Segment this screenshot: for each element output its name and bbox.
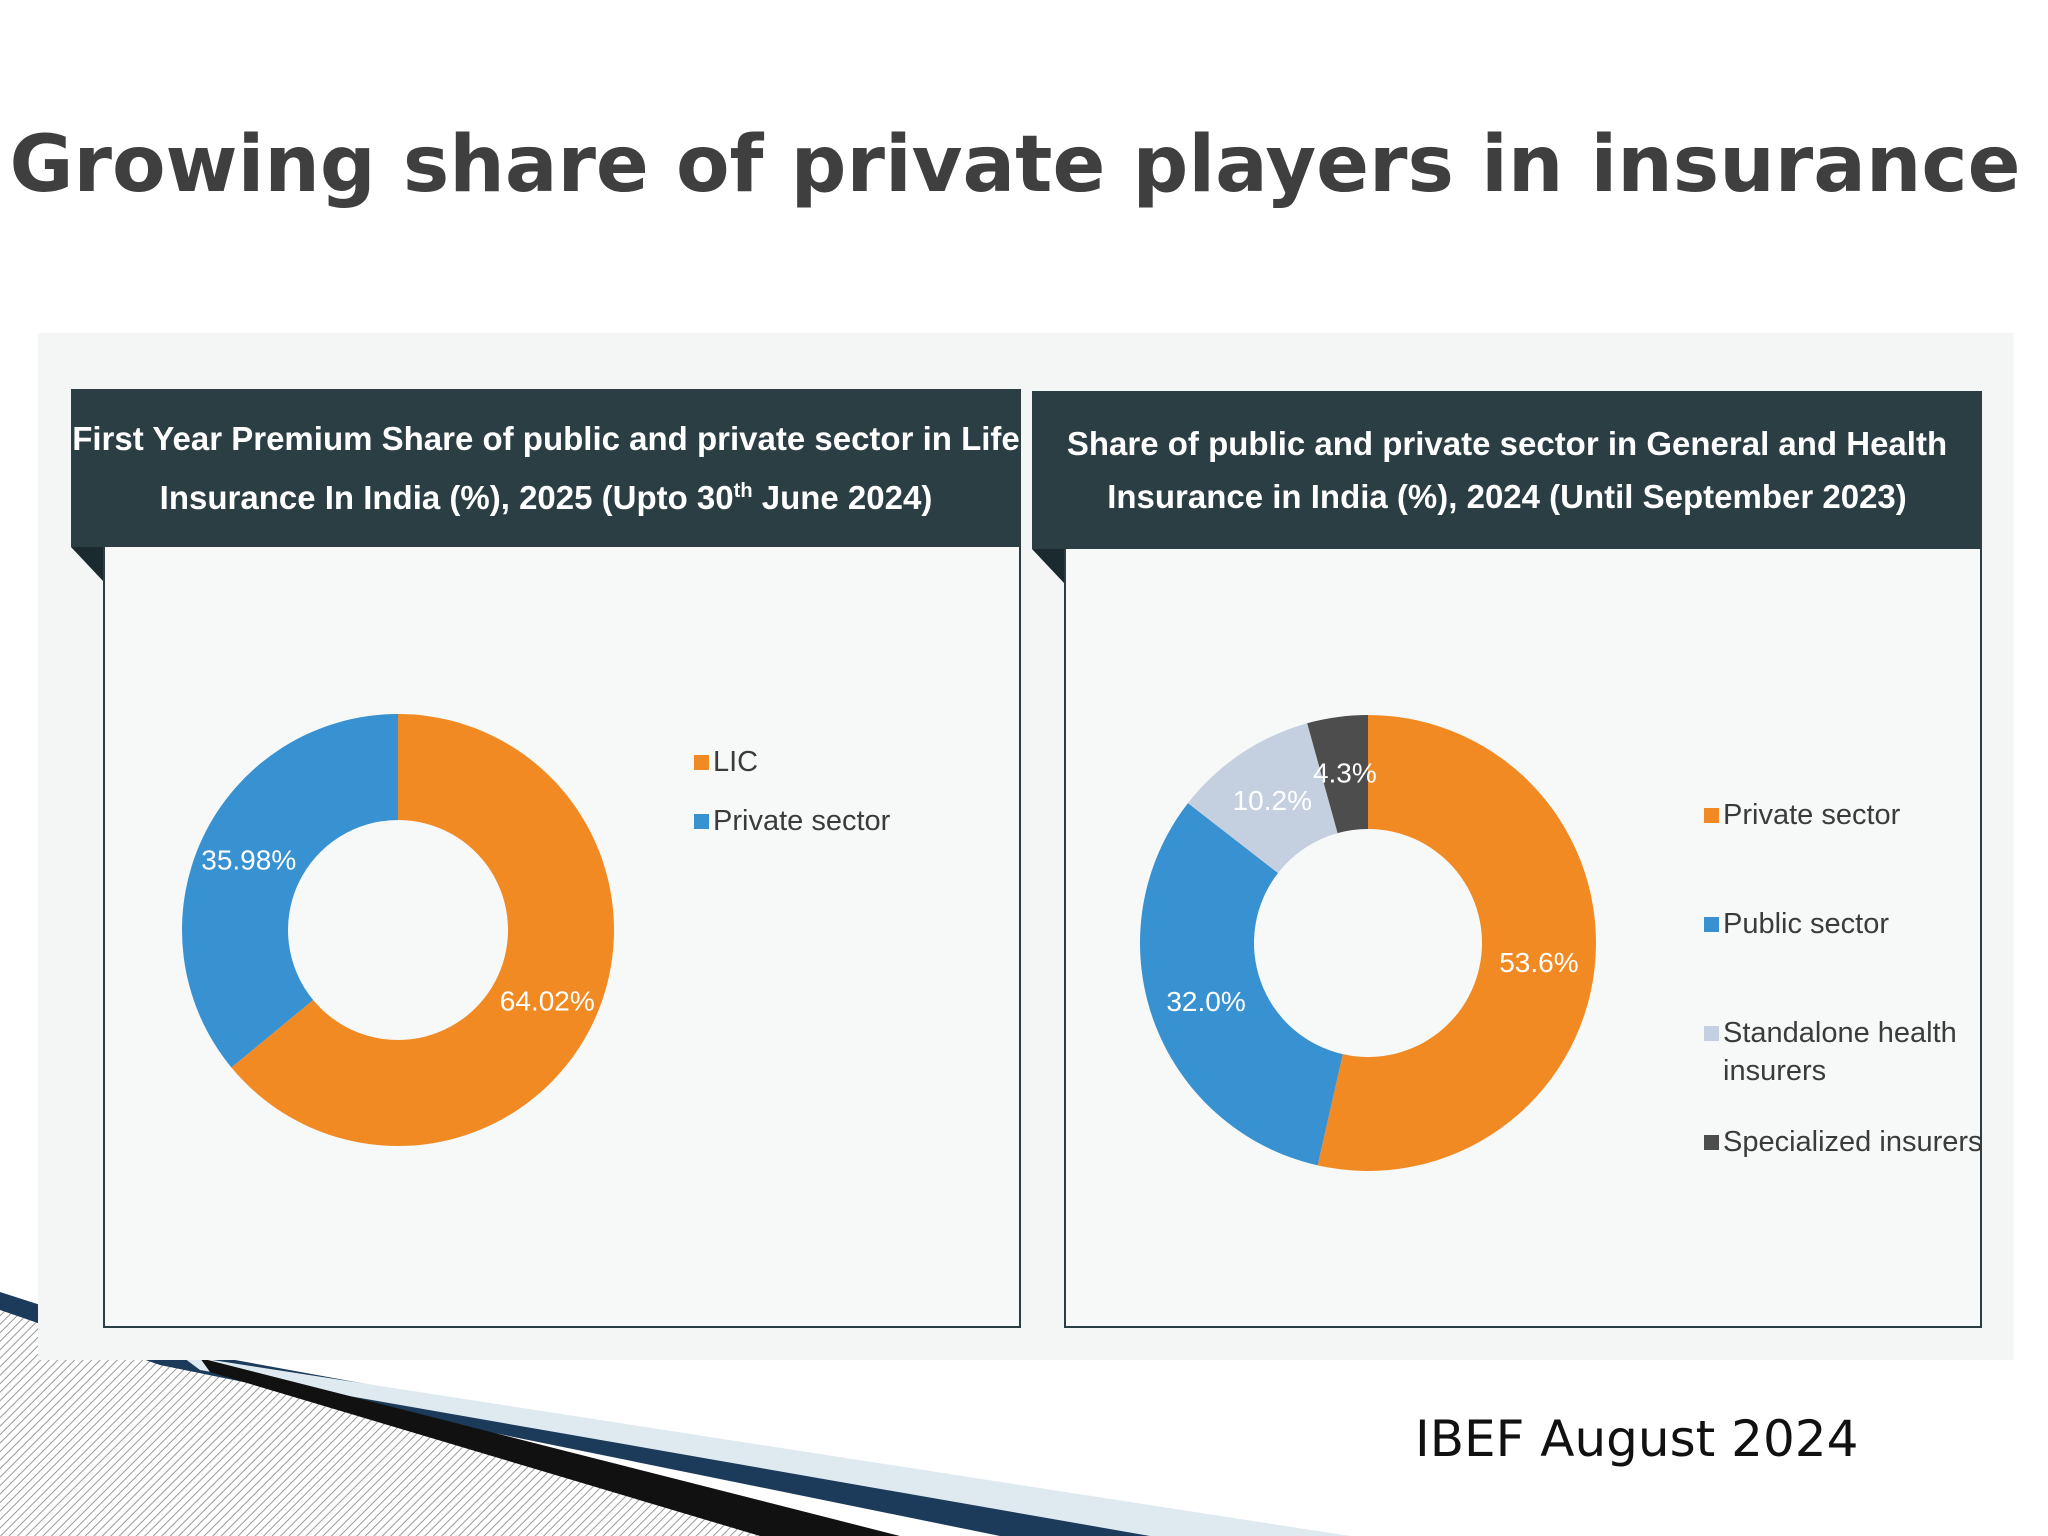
infographic-image: First Year Premium Share of public and p… bbox=[38, 333, 2014, 1360]
source-note: IBEF August 2024 bbox=[1415, 1410, 1859, 1468]
slice-label-lic: 64.02% bbox=[500, 985, 595, 1016]
legend-label-standalone-health: Standalone health insurers bbox=[1723, 1017, 1957, 1087]
donut-slice-private-sector bbox=[1317, 715, 1596, 1171]
legend-swatch-private-sector bbox=[1704, 808, 1719, 823]
slice-label-standalone-health-insurers: 10.2% bbox=[1233, 785, 1312, 816]
legend-label-private-sector: Private sector bbox=[1723, 799, 1901, 831]
slice-label-public-sector: 32.0% bbox=[1166, 986, 1245, 1017]
legend-swatch-lic bbox=[694, 755, 709, 770]
life-insurance-panel: First Year Premium Share of public and p… bbox=[71, 389, 1021, 1339]
general-chart-title: Share of public and private sector in Ge… bbox=[1032, 391, 1982, 549]
slice-label-specialized-insurers: 4.3% bbox=[1313, 758, 1377, 789]
legend-swatch-standalone-health bbox=[1704, 1026, 1719, 1041]
header-fold bbox=[71, 547, 103, 581]
general-donut-chart: 53.6% 32.0% 10.2%4.3% bbox=[1140, 715, 1596, 1171]
legend-label-public-sector: Public sector bbox=[1723, 908, 1890, 940]
life-chart-title-line1: First Year Premium Share of public and p… bbox=[72, 420, 1020, 457]
legend-label-lic: LIC bbox=[713, 746, 759, 778]
header-fold bbox=[1032, 549, 1064, 583]
donut-slice-lic bbox=[231, 714, 615, 1146]
donut-slice-standalone-health-insurers bbox=[1187, 723, 1338, 874]
general-chart-title-line2: Insurance in India (%), 2024 (Until Sept… bbox=[1107, 478, 1907, 515]
legend-swatch-private-sector bbox=[694, 814, 709, 829]
slice-label-private-sector: 35.98% bbox=[201, 845, 296, 876]
donut-slice-private-sector bbox=[182, 714, 398, 1068]
life-chart-title: First Year Premium Share of public and p… bbox=[71, 389, 1021, 547]
donut-slice-public-sector bbox=[1140, 803, 1343, 1166]
life-donut-chart: 64.02% 35.98% bbox=[182, 714, 615, 1146]
legend-swatch-specialized bbox=[1704, 1135, 1719, 1150]
donut-slice-specialized-insurers bbox=[1307, 715, 1368, 834]
slide-title: Growing share of private players in insu… bbox=[9, 120, 2021, 210]
legend-label-private-sector: Private sector bbox=[713, 805, 891, 837]
life-chart-title-line2: Insurance In India (%), 2025 (Upto 30th … bbox=[159, 479, 933, 516]
legend-swatch-public-sector bbox=[1704, 917, 1719, 932]
general-chart-title-line1: Share of public and private sector in Ge… bbox=[1066, 425, 1948, 462]
slice-label-private-sector: 53.6% bbox=[1499, 947, 1578, 978]
general-health-panel: Share of public and private sector in Ge… bbox=[1032, 391, 1983, 1341]
legend-label-specialized: Specialized insurers bbox=[1723, 1126, 1983, 1158]
